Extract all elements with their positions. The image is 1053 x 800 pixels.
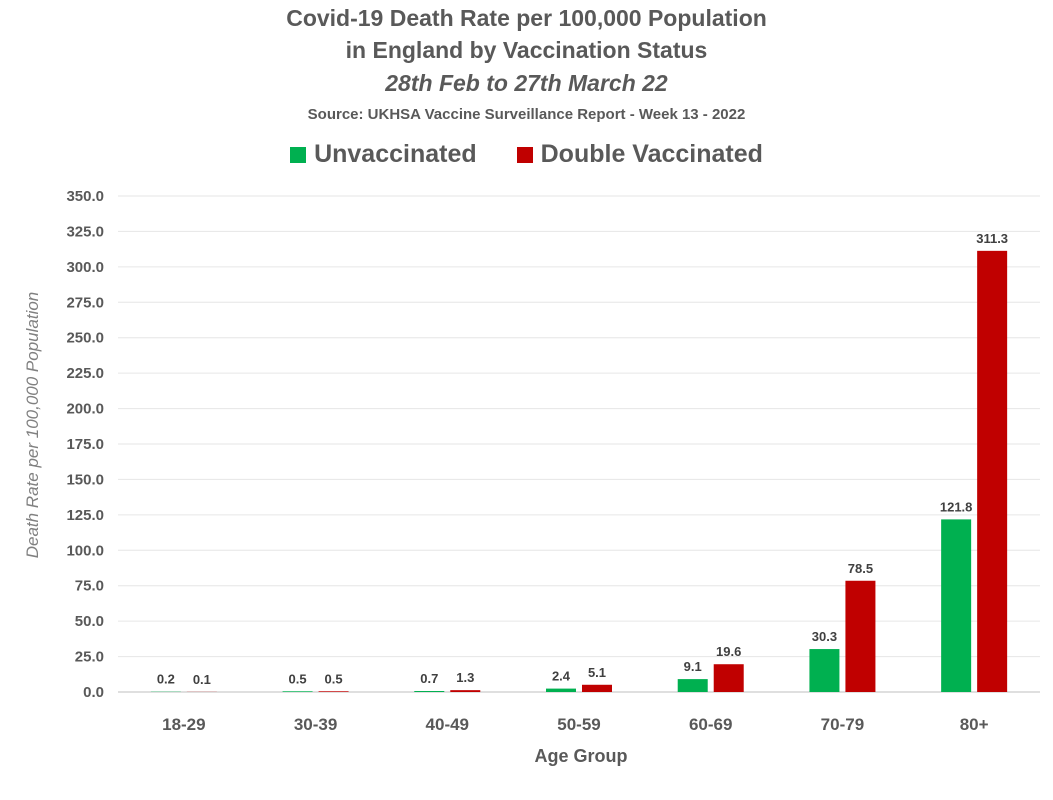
chart-title: Covid-19 Death Rate per 100,000 Populati… (286, 5, 767, 31)
data-label: 30.3 (812, 629, 837, 644)
y-tick-label: 0.0 (83, 684, 104, 701)
x-tick-label: 80+ (960, 715, 989, 734)
data-label: 0.7 (420, 671, 438, 686)
x-tick-label: 40-49 (426, 715, 469, 734)
y-tick-label: 300.0 (66, 259, 104, 276)
bar-double-vaccinated (318, 691, 349, 692)
data-label: 0.5 (289, 671, 307, 686)
data-label: 19.6 (716, 644, 741, 659)
legend-item-unvaccinated: Unvaccinated (290, 140, 477, 169)
legend-swatch-unvaccinated (290, 146, 307, 163)
bar-double-vaccinated (977, 250, 1008, 692)
legend-item-double-vaccinated: Double Vaccinated (516, 140, 763, 169)
y-tick-label: 75.0 (75, 578, 104, 595)
y-tick-label: 200.0 (66, 401, 104, 418)
y-tick-label: 25.0 (75, 649, 104, 666)
data-label: 78.5 (848, 561, 873, 576)
data-label: 5.1 (588, 665, 606, 680)
y-tick-label: 125.0 (66, 507, 104, 524)
chart-title-line2: in England by Vaccination Status (345, 37, 708, 63)
bar-double-vaccinated (713, 664, 744, 692)
data-label: 1.3 (456, 670, 474, 685)
data-label: 2.4 (552, 669, 571, 684)
legend-label-unvaccinated: Unvaccinated (314, 140, 477, 168)
x-axis-label: Age Group (535, 746, 628, 766)
y-tick-label: 175.0 (66, 436, 104, 453)
y-tick-label: 275.0 (66, 294, 104, 311)
bar-unvaccinated (677, 679, 708, 692)
bar-unvaccinated (282, 691, 313, 692)
bar-unvaccinated (941, 519, 972, 692)
x-tick-label: 70-79 (821, 715, 864, 734)
legend-label-double-vaccinated: Double Vaccinated (540, 140, 763, 168)
bar-unvaccinated (809, 649, 840, 692)
data-label: 311.3 (976, 231, 1008, 246)
data-label: 0.1 (193, 672, 211, 687)
bar-unvaccinated (546, 688, 576, 692)
y-tick-label: 250.0 (66, 330, 104, 347)
bar-double-vaccinated (845, 580, 876, 692)
bar-double-vaccinated (582, 684, 612, 692)
bar-double-vaccinated (450, 690, 481, 692)
y-axis-label: Death Rate per 100,000 Population (23, 292, 42, 559)
bar-unvaccinated (414, 691, 445, 692)
data-label: 9.1 (684, 659, 702, 674)
data-label: 0.5 (325, 671, 343, 686)
x-tick-label: 18-29 (162, 715, 205, 734)
legend-swatch-double-vaccinated (516, 146, 533, 163)
x-tick-label: 50-59 (557, 715, 600, 734)
x-tick-label: 60-69 (689, 715, 732, 734)
y-tick-label: 50.0 (75, 613, 104, 630)
x-tick-label: 30-39 (294, 715, 337, 734)
y-tick-label: 350.0 (66, 188, 104, 205)
chart-source: Source: UKHSA Vaccine Surveillance Repor… (307, 106, 746, 123)
y-tick-label: 325.0 (66, 223, 104, 240)
y-tick-label: 100.0 (66, 542, 104, 559)
y-tick-label: 225.0 (66, 365, 104, 382)
y-tick-label: 150.0 (66, 471, 104, 488)
data-label: 0.2 (157, 672, 175, 687)
chart-legend: Unvaccinated Double Vaccinated (0, 140, 1053, 169)
chart-subtitle: 28th Feb to 27th March 22 (385, 70, 668, 96)
data-label: 121.8 (940, 499, 973, 514)
